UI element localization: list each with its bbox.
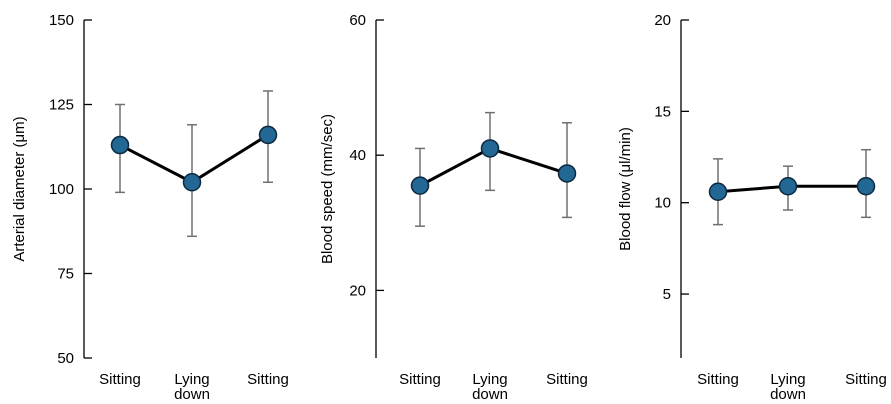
y-tick-label: 75 bbox=[57, 266, 74, 283]
y-axis-label: Blood speed (mm/sec) bbox=[319, 114, 336, 264]
x-tick-label: Lying down bbox=[174, 371, 210, 403]
chart-panel-2: 20 40 60 Blood speed (mm/sec) Sitting Lying do… bbox=[319, 12, 588, 403]
y-tick-label: 20 bbox=[349, 282, 366, 299]
x-tick-label: Sitting bbox=[99, 371, 141, 388]
x-tick-label: Sitting bbox=[399, 371, 441, 388]
data-point bbox=[856, 177, 876, 196]
y-tick-label: 10 bbox=[654, 195, 671, 212]
x-tick-label: Sitting bbox=[247, 371, 289, 388]
y-tick-label: 100 bbox=[49, 181, 74, 198]
data-point bbox=[410, 176, 430, 195]
y-axis-label: Arterial diameter (μm) bbox=[11, 116, 28, 261]
y-tick-label: 150 bbox=[49, 12, 74, 29]
x-tick-label: Lying down bbox=[472, 371, 508, 403]
chart-panel-3: 5 10 15 20 Blood flow (μl/min) Sitting Lying do… bbox=[617, 12, 887, 403]
y-tick-label: 50 bbox=[57, 350, 74, 367]
y-tick-label: 5 bbox=[663, 286, 671, 303]
x-tick-label: Sitting bbox=[546, 371, 588, 388]
data-point bbox=[708, 182, 728, 201]
data-point bbox=[557, 164, 577, 183]
data-point bbox=[778, 177, 798, 196]
data-point bbox=[182, 172, 202, 192]
x-tick-label: Lying down bbox=[770, 371, 806, 403]
y-axis-label: Blood flow (μl/min) bbox=[617, 127, 634, 251]
x-tick-label: Sitting bbox=[845, 371, 887, 388]
data-point bbox=[258, 125, 278, 145]
x-tick-label: Sitting bbox=[697, 371, 739, 388]
y-tick-label: 60 bbox=[349, 12, 366, 29]
chart-panel-1: 50 75 100 125 150 Arterial diameter (μm) Sitti… bbox=[11, 12, 289, 403]
data-point bbox=[480, 139, 500, 158]
y-tick-label: 20 bbox=[654, 12, 671, 29]
y-tick-label: 125 bbox=[49, 97, 74, 114]
y-tick-label: 40 bbox=[349, 147, 366, 164]
data-point bbox=[110, 135, 130, 155]
y-tick-label: 15 bbox=[654, 103, 671, 120]
